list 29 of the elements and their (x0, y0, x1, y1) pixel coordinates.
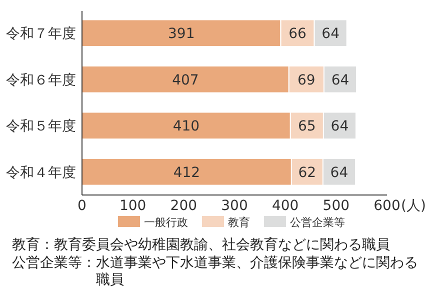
x-tick-label: 200 (170, 198, 198, 214)
x-tick-label: 300 (221, 198, 248, 214)
data-label: 391 (168, 26, 195, 42)
y-tick-label: 令和７年度 (6, 26, 76, 42)
x-axis-title: (人) (401, 198, 426, 214)
data-label: 69 (298, 72, 316, 88)
x-tick-label: 400 (272, 198, 299, 214)
x-tick-label: 500 (322, 198, 350, 214)
data-label: 412 (173, 164, 200, 181)
y-tick-label: 令和５年度 (6, 118, 76, 135)
y-tick-label: 令和６年度 (6, 72, 76, 88)
data-label: 62 (298, 164, 316, 181)
data-label: 407 (172, 72, 199, 88)
x-tick-label: 0 (78, 198, 86, 214)
y-tick-label: 令和４年度 (6, 164, 76, 181)
data-label: 64 (322, 26, 340, 42)
text: 公営企業等：水道事業や下水道事業、介護保険事業などに関わる職員 (12, 255, 419, 289)
data-label: 64 (330, 164, 348, 181)
x-tick-label: 600 (374, 198, 400, 214)
x-tick-label: 100 (119, 198, 146, 214)
text: 教育：教育委員会や幼稚園教諭、社会教育などに関わる職員 (12, 237, 391, 254)
data-label: 64 (331, 72, 350, 88)
legend-label: 一般行政 (144, 216, 188, 229)
legend-label: 教育 (228, 216, 250, 229)
data-label: 410 (172, 118, 200, 135)
data-label: 64 (330, 118, 349, 135)
data-label: 65 (298, 118, 316, 135)
legend-label: 公営企業等 (290, 216, 345, 229)
data-label: 66 (288, 26, 307, 42)
